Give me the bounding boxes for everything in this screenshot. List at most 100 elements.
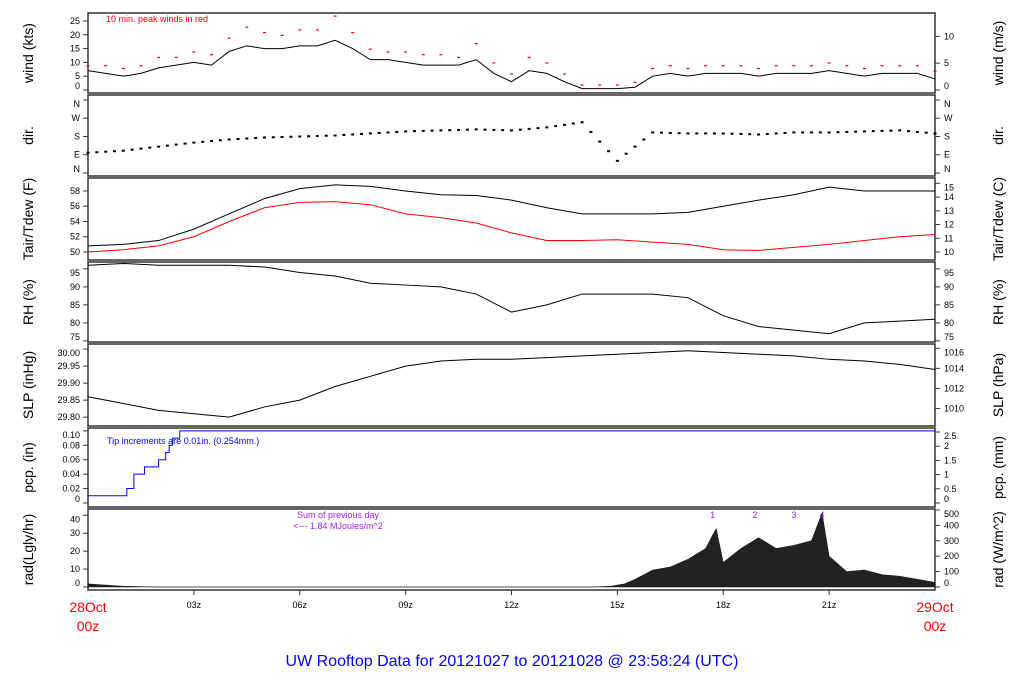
direction-point — [236, 138, 240, 141]
direction-point — [104, 150, 108, 153]
peak-wind-mark — [792, 65, 796, 67]
panel-frame-pcp — [87, 427, 936, 508]
peak-wind-mark — [368, 48, 372, 50]
series-line-slp — [87, 350, 936, 418]
tick-label-right: 10 — [944, 31, 954, 41]
direction-point — [174, 143, 178, 146]
tick-label-left: 0.02 — [62, 484, 80, 494]
peak-wind-mark — [210, 54, 214, 56]
direction-point — [792, 131, 796, 134]
tick-label-right: 0 — [944, 578, 949, 588]
direction-point — [554, 125, 558, 128]
x-tick-label: 18z — [716, 600, 731, 610]
direction-point — [157, 145, 161, 148]
direction-point — [227, 138, 231, 141]
panel-frame-slp — [87, 343, 936, 427]
direction-point — [598, 140, 602, 143]
ylabel-right-temp: Tair/Tdew (C) — [990, 177, 1006, 261]
peak-wind-mark — [351, 32, 355, 34]
peak-wind-mark — [457, 56, 461, 59]
direction-point — [333, 134, 337, 137]
direction-point — [501, 129, 505, 132]
direction-point — [412, 130, 416, 133]
direction-point — [704, 132, 708, 135]
direction-point — [342, 133, 346, 136]
direction-point — [907, 130, 911, 133]
ylabel-right-pcp: pcp. (mm) — [990, 436, 1006, 499]
direction-point — [845, 130, 849, 133]
ylabel-left-wind: wind (kts) — [20, 23, 36, 84]
direction-point — [510, 129, 513, 132]
direction-point — [360, 132, 364, 135]
direction-point — [148, 146, 152, 149]
tick-label-right: 1 — [944, 470, 949, 480]
x-tick-label: 12z — [504, 600, 519, 610]
direction-point — [801, 131, 805, 134]
x-start-hour: 00z — [77, 618, 100, 634]
tick-label-left: 10 — [70, 564, 80, 574]
direction-point — [730, 132, 734, 135]
tick-label-left: 0.04 — [62, 469, 80, 479]
peak-wind-mark — [333, 15, 337, 17]
direction-point — [818, 131, 822, 134]
tick-label-left: 0 — [75, 81, 80, 91]
tick-label-left: 58 — [70, 186, 80, 196]
peak-wind-mark — [104, 65, 108, 67]
peak-wind-mark — [474, 43, 478, 45]
peak-wind-mark — [633, 81, 637, 83]
direction-point — [695, 132, 699, 135]
tick-label-left: 80 — [70, 318, 80, 328]
peak-wind-mark — [933, 70, 937, 72]
tick-label-left: 15 — [70, 44, 80, 54]
tick-label-left: 29.90 — [57, 378, 80, 388]
direction-point — [783, 131, 787, 134]
peak-wind-mark — [598, 84, 602, 86]
peak-wind-mark — [527, 56, 531, 59]
tick-label-right: E — [944, 150, 950, 160]
radiation-marker: 3 — [791, 510, 796, 520]
tick-label-left: 10 — [70, 57, 80, 67]
x-tick-label: 09z — [398, 600, 413, 610]
tick-label-right: 1012 — [944, 383, 964, 393]
peak-wind-mark — [615, 84, 619, 86]
x-tick-label: 21z — [822, 600, 837, 610]
peak-wind-mark — [704, 65, 708, 67]
peak-wind-mark — [739, 65, 743, 67]
peak-wind-mark — [174, 56, 178, 59]
tick-label-right: 400 — [944, 520, 959, 530]
tick-label-left: 0 — [75, 494, 80, 504]
direction-point — [351, 133, 355, 136]
panel-frame-temp — [87, 177, 936, 261]
direction-point — [139, 147, 143, 150]
peak-wind-mark — [809, 65, 813, 67]
peak-wind-mark — [139, 65, 143, 67]
series-line-tair — [87, 184, 935, 247]
tick-label-right: W — [944, 113, 953, 123]
ylabel-right-dir: dir. — [990, 126, 1006, 145]
peak-wind-mark — [121, 67, 125, 70]
direction-point — [201, 140, 205, 143]
direction-point — [324, 134, 328, 137]
ylabel-left-rh: RH (%) — [20, 279, 36, 325]
direction-point — [465, 128, 469, 131]
series-line-wind — [87, 39, 936, 90]
tick-label-left: 0.06 — [62, 455, 80, 465]
peak-wind-mark — [757, 67, 761, 70]
tick-label-left: 25 — [70, 16, 80, 26]
tick-label-right: 10 — [944, 247, 954, 257]
direction-point — [721, 132, 725, 135]
radiation-sum-value: <--- 1.84 MJoules/m^2 — [293, 521, 383, 531]
direction-point — [368, 132, 372, 135]
peak-wind-mark — [580, 84, 584, 86]
direction-point — [315, 134, 319, 137]
ylabel-left-dir: dir. — [20, 126, 36, 145]
direction-point — [615, 159, 619, 162]
direction-point — [492, 128, 496, 131]
tick-label-right: 1014 — [944, 363, 964, 373]
tick-label-right: 1010 — [944, 404, 964, 414]
direction-point — [668, 131, 672, 134]
chart-title: UW Rooftop Data for 20121027 to 20121028… — [286, 653, 739, 670]
direction-point — [933, 132, 937, 135]
ylabel-right-slp: SLP (hPa) — [990, 353, 1006, 417]
